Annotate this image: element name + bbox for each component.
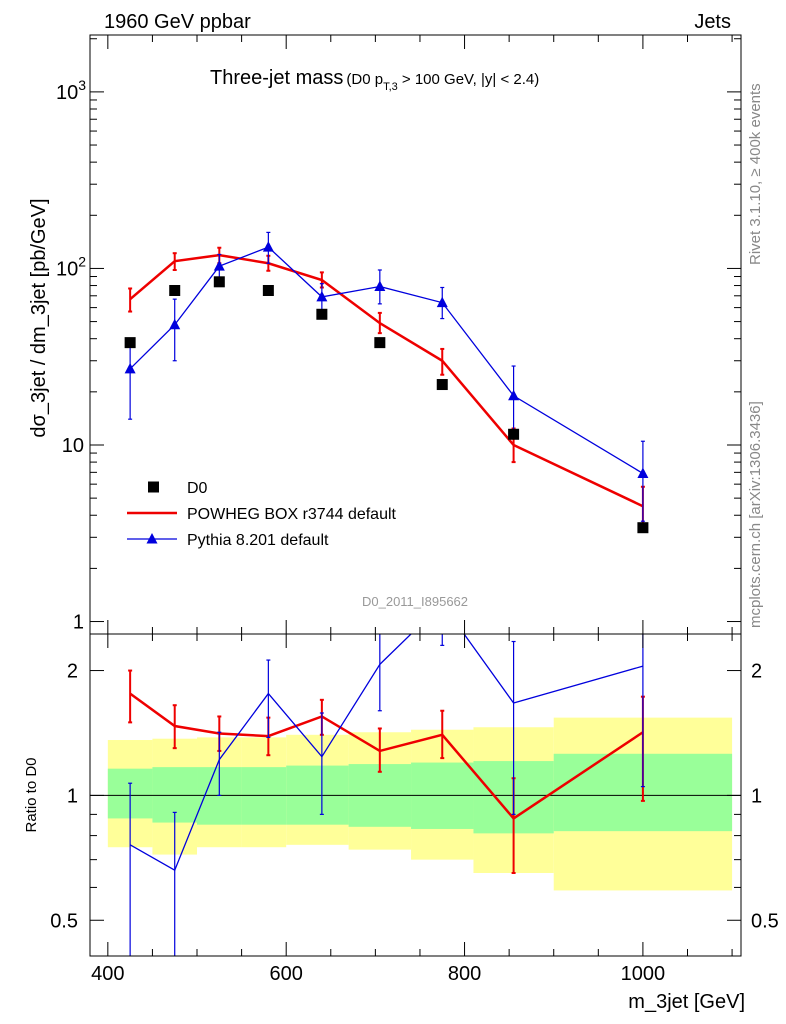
legend-pythia-label: Pythia 8.201 default [187,532,329,549]
main-y-axis-label: dσ_3jet / dm_3jet [pb/GeV] [28,198,50,437]
ratio-y-axis: 0.5 0.5 1 1 2 2 [50,661,779,933]
x-tick-label: 600 [270,963,303,985]
pythia-point [316,290,328,302]
d0-point [436,379,448,391]
ratio-y-tick-label-right: 2 [751,661,762,683]
main-y-tick-label: 1 [73,612,84,634]
pythia-point [436,296,448,308]
main-plot-area [124,231,649,534]
collider-label: 1960 GeV ppbar [104,11,251,33]
ratio-y-tick-label: 1 [67,785,78,807]
d0-point [316,308,328,320]
x-axis-label: m_3jet [GeV] [628,991,745,1013]
d0-point [124,337,136,349]
d0-point [169,284,181,296]
ratio-y-axis-label: Ratio to D0 [23,757,40,832]
main-y-tick-label: 102 [56,253,86,280]
pythia-point [124,362,136,374]
pythia-point [213,260,225,271]
chart-title-rest: > 100 GeV, |y| < 2.4) [398,71,540,88]
pythia-line [129,246,644,474]
analysis-watermark: D0_2011_I895662 [362,594,468,609]
main-x-axis-ticks [107,35,733,634]
pythia-point [169,318,181,330]
pythia-point [637,467,649,478]
ratio-y-tick-label-right: 0.5 [751,910,779,932]
legend-pythia-marker [146,533,158,544]
chart-title: Three-jet mass (D0 pT,3 > 100 GeV, |y| < … [210,67,539,93]
chart-title-subscript: T,3 [383,81,398,93]
pythia-point [262,241,274,252]
chart-title-main: Three-jet mass [210,67,343,89]
legend-d0-marker [148,481,159,493]
main-y-tick-label: 103 [56,77,86,104]
powheg-line [129,253,644,508]
main-y-tick-label: 10 [62,435,84,457]
x-tick-label: 1000 [621,963,666,985]
chart-title-cut: (D0 p [346,71,383,88]
main-y-axis: 1 10 102 103 [56,38,741,634]
ratio-y-tick-label-right: 1 [751,785,762,807]
d0-point [637,522,649,534]
pythia-point [508,389,520,401]
d0-point [508,428,520,440]
ratio-y-tick-label: 2 [67,661,78,683]
x-tick-label: 400 [91,963,124,985]
main-panel: 1 10 102 103 Three-jet mass (D0 pT,3 > 100 G… [28,34,742,635]
legend-powheg-label: POWHEG BOX r3744 default [187,506,397,523]
legend: D0 POWHEG BOX r3744 default Pythia 8.201 d… [127,480,397,549]
ratio-plot-area [128,634,645,956]
ratio-panel: 0.5 0.5 1 1 2 2 400 600 800 1000 Ratio to D0 m_3… [23,633,779,1013]
category-label: Jets [694,11,731,33]
ratio-y-tick-label: 0.5 [50,910,78,932]
rivet-version-label: Rivet 3.1.10, ≥ 400k events [747,83,764,265]
x-tick-label: 800 [448,963,481,985]
legend-d0-label: D0 [187,480,208,497]
d0-point [213,276,225,288]
pythia-point [374,280,386,292]
x-axis: 400 600 800 1000 [91,634,733,985]
mcplots-label: mcplots.cern.ch [arXiv:1306.3436] [747,401,764,628]
d0-point [374,337,386,349]
d0-point [262,284,274,296]
